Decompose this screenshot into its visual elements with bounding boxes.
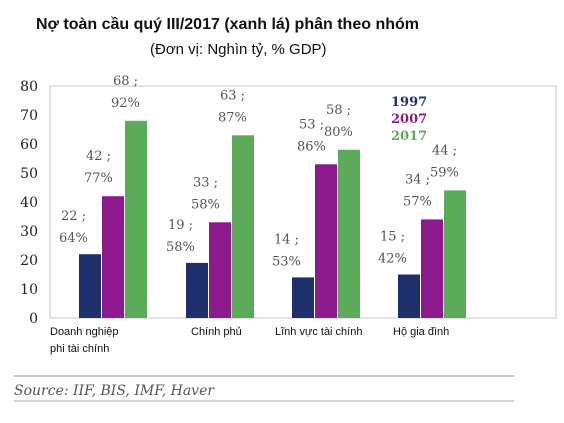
data-labels: 22 ; 64% 19 ; 58% 14 ; 53% 15 ; 42% 42 ; 77% 33 ; 5… <box>59 74 459 270</box>
data-label-pct: 59% <box>430 165 459 180</box>
x-category-label: Doanh nghiệp <box>50 326 119 338</box>
data-label-value: 53 ; <box>299 117 324 132</box>
y-tick-label: 50 <box>20 166 38 182</box>
x-category-label: Lĩnh vực tài chính <box>275 326 362 338</box>
bar-1997-0 <box>79 254 101 318</box>
data-label-value: 33 ; <box>193 175 218 190</box>
chart-subtitle: (Đơn vị: Nghìn tỷ, % GDP) <box>150 41 327 58</box>
bar-2017-0 <box>125 120 147 318</box>
bar-2007-0 <box>102 196 124 318</box>
chart-title: Nợ toàn cầu quý III/2017 (xanh lá) phân … <box>36 16 419 33</box>
bar-2007-2 <box>315 164 337 318</box>
y-tick-label: 20 <box>20 253 38 269</box>
legend-item-1997: 1997 <box>391 95 427 110</box>
source-note: Source: IIF, BIS, IMF, Haver <box>14 383 215 399</box>
data-label-value: 63 ; <box>220 88 245 103</box>
bar-2017-1 <box>232 135 254 318</box>
bar-2007-3 <box>421 219 443 318</box>
bars <box>79 120 466 318</box>
y-tick-label: 80 <box>20 79 38 95</box>
bar-2017-2 <box>338 149 360 318</box>
data-label-value: 42 ; <box>86 149 111 164</box>
data-label-value: 44 ; <box>432 143 457 158</box>
data-label-value: 68 ; <box>113 74 138 89</box>
data-label-pct: 64% <box>59 231 88 246</box>
bar-1997-2 <box>292 277 314 318</box>
data-label-pct: 42% <box>378 252 407 267</box>
data-label-pct: 80% <box>324 125 353 140</box>
data-label-value: 15 ; <box>380 230 405 245</box>
data-label-value: 58 ; <box>326 103 351 118</box>
legend: 1997 2007 2017 <box>391 95 427 144</box>
data-label-pct: 77% <box>84 171 113 186</box>
legend-item-2007: 2007 <box>391 112 427 127</box>
y-tick-label: 0 <box>29 311 38 327</box>
data-label-value: 34 ; <box>405 172 430 187</box>
bar-1997-1 <box>186 262 208 318</box>
x-category-label: phi tài chính <box>50 343 109 355</box>
y-tick-label: 60 <box>20 137 38 153</box>
y-tick-label: 30 <box>20 224 38 240</box>
y-axis: 0 10 20 30 40 50 60 70 80 <box>20 79 38 327</box>
data-label-pct: 53% <box>272 254 301 269</box>
bar-1997-3 <box>398 274 420 318</box>
data-label-value: 19 ; <box>168 218 193 233</box>
data-label-pct: 58% <box>166 240 195 255</box>
data-label-pct: 92% <box>111 96 140 111</box>
x-axis-categories: Doanh nghiệp phi tài chính Chính phủ Lĩnh v… <box>50 326 449 355</box>
y-tick-label: 40 <box>20 195 38 211</box>
y-tick-label: 10 <box>20 282 38 298</box>
x-category-label: Hộ gia đình <box>393 326 449 338</box>
bar-2007-1 <box>209 222 231 318</box>
x-category-label: Chính phủ <box>191 326 242 338</box>
data-label-pct: 87% <box>218 110 247 125</box>
data-label-value: 22 ; <box>61 209 86 224</box>
data-label-value: 14 ; <box>274 232 299 247</box>
data-label-pct: 57% <box>403 194 432 209</box>
data-label-pct: 58% <box>191 197 220 212</box>
legend-item-2017: 2017 <box>391 129 427 144</box>
bar-2017-3 <box>444 190 466 318</box>
y-tick-label: 70 <box>20 108 38 124</box>
data-label-pct: 86% <box>297 139 326 154</box>
